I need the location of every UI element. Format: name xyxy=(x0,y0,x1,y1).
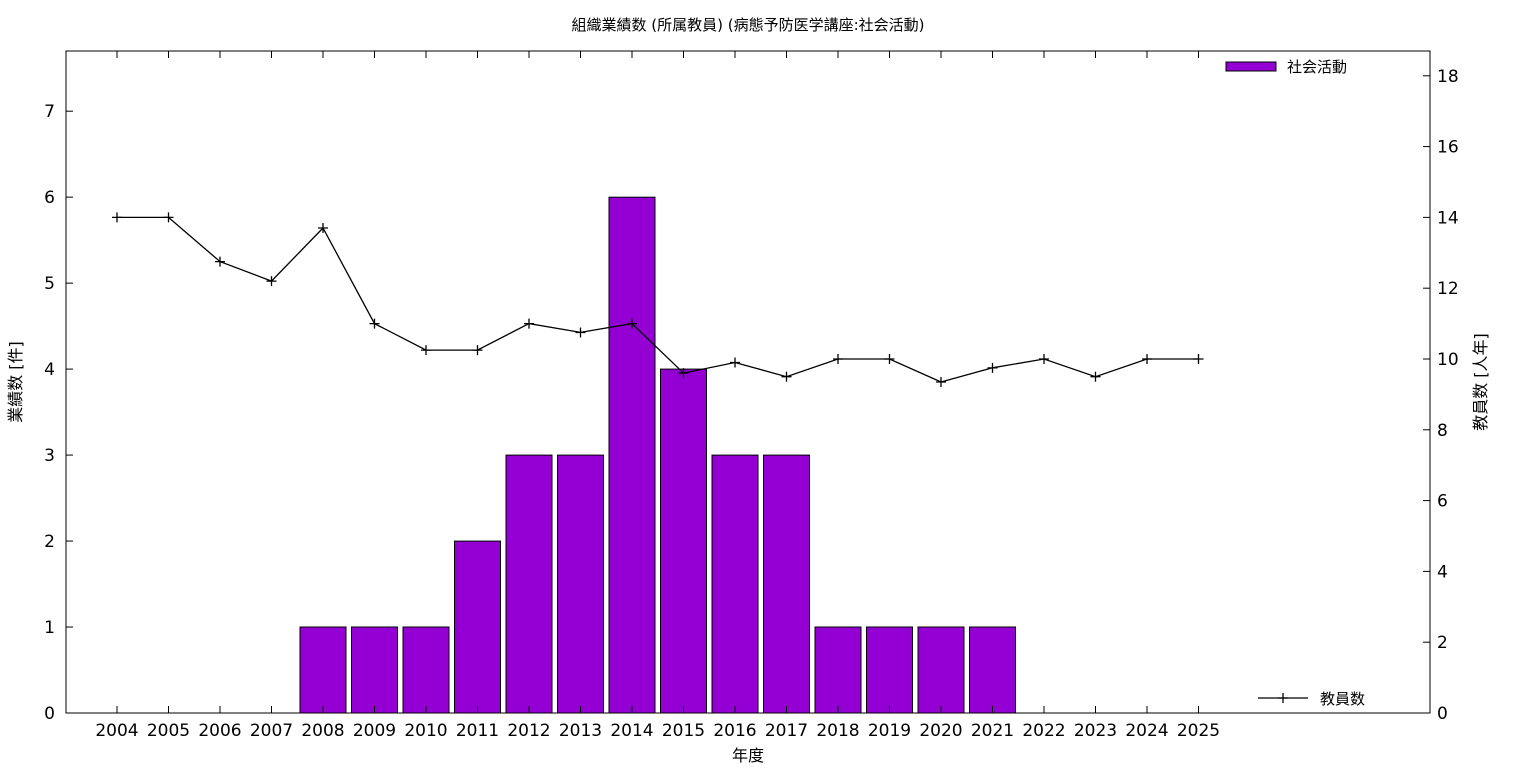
point-2022 xyxy=(1039,353,1049,364)
point-2011 xyxy=(472,345,483,356)
point-2006 xyxy=(215,256,225,267)
y2-tick-label: 16 xyxy=(1437,138,1459,158)
y-tick-label: 6 xyxy=(44,188,55,208)
y2-tick-label: 8 xyxy=(1437,421,1448,441)
point-2021 xyxy=(987,362,998,373)
x-tick-label: 2004 xyxy=(95,721,138,741)
x-tick-label: 2024 xyxy=(1125,721,1168,741)
y2-tick-label: 6 xyxy=(1437,492,1448,512)
bar-2010 xyxy=(402,626,450,714)
x-tick-label: 2015 xyxy=(662,721,705,741)
legend-bar-swatch xyxy=(1225,61,1277,72)
plot-border xyxy=(65,50,1431,714)
y2-tick-label: 12 xyxy=(1437,279,1459,299)
y-tick-label: 0 xyxy=(44,704,55,724)
chart-title: 組織業績数 (所属教員) (病態予防医学講座:社会活動) xyxy=(571,16,924,34)
bar-2016 xyxy=(711,454,759,714)
point-2008 xyxy=(318,223,328,234)
x-tick-label: 2016 xyxy=(713,721,756,741)
x-tick-label: 2005 xyxy=(147,721,190,741)
point-2005 xyxy=(163,212,174,223)
y2-tick-label: 18 xyxy=(1437,67,1459,87)
y-axis-label: 業績数 [件] xyxy=(6,341,25,423)
bar-2017 xyxy=(763,454,810,714)
legend-line-marker xyxy=(1278,693,1288,703)
x-tick-label: 2020 xyxy=(919,721,962,741)
x-tick-label: 2025 xyxy=(1177,721,1220,741)
x-tick-label: 2011 xyxy=(456,721,499,741)
x-tick-label: 2023 xyxy=(1074,721,1117,741)
point-2017 xyxy=(781,371,792,382)
bar-2011 xyxy=(454,540,501,714)
bar-2019 xyxy=(866,626,913,714)
x-tick-label: 2018 xyxy=(816,721,859,741)
point-2009 xyxy=(369,318,380,329)
bar-2021 xyxy=(969,626,1016,714)
point-2013 xyxy=(575,327,586,338)
point-2007 xyxy=(266,276,277,287)
point-2025 xyxy=(1193,353,1204,364)
y2-tick-label: 2 xyxy=(1437,633,1448,653)
bar-2014 xyxy=(608,196,656,714)
point-2015 xyxy=(678,368,689,379)
x-tick-label: 2006 xyxy=(198,721,241,741)
line-series-teachers xyxy=(117,216,1199,383)
x-tick-label: 2022 xyxy=(1022,721,1065,741)
x-tick-label: 2021 xyxy=(971,721,1014,741)
x-tick-label: 2012 xyxy=(507,721,550,741)
bar-2020 xyxy=(917,626,965,714)
y2-tick-label: 14 xyxy=(1437,208,1459,228)
y-tick-label: 2 xyxy=(44,532,55,552)
y-tick-label: 7 xyxy=(44,102,55,122)
point-2024 xyxy=(1142,353,1152,364)
point-2016 xyxy=(730,357,740,368)
bar-2015 xyxy=(660,368,707,714)
point-2018 xyxy=(833,353,843,364)
x-tick-label: 2010 xyxy=(404,721,447,741)
bar-2009 xyxy=(351,626,398,714)
x-tick-label: 2008 xyxy=(301,721,344,741)
x-tick-label: 2007 xyxy=(250,721,293,741)
bars-layer xyxy=(299,196,1016,714)
bar-2008 xyxy=(299,626,347,714)
line-layer xyxy=(112,212,1204,387)
y2-axis-label: 教員数 [人年] xyxy=(1471,333,1490,431)
x-tick-label: 2019 xyxy=(868,721,911,741)
y-tick-label: 1 xyxy=(44,618,55,638)
x-tick-label: 2009 xyxy=(353,721,396,741)
x-tick-label: 2014 xyxy=(610,721,653,741)
legend-bar-label: 社会活動 xyxy=(1287,58,1347,76)
x-tick-label: 2017 xyxy=(765,721,808,741)
point-2010 xyxy=(421,345,431,356)
legend-line-label: 教員数 xyxy=(1320,690,1365,708)
bar-2012 xyxy=(505,454,553,714)
point-2012 xyxy=(524,318,534,329)
y2-tick-label: 0 xyxy=(1437,704,1448,724)
point-2020 xyxy=(936,377,946,387)
y-tick-label: 5 xyxy=(44,274,55,294)
x-tick-label: 2013 xyxy=(559,721,602,741)
point-2004 xyxy=(112,212,122,223)
y2-tick-label: 10 xyxy=(1437,350,1459,370)
point-2019 xyxy=(884,353,895,364)
bar-2018 xyxy=(814,626,862,714)
y-tick-label: 3 xyxy=(44,446,55,466)
bar-2013 xyxy=(557,454,604,714)
y-tick-label: 4 xyxy=(44,360,55,380)
y2-tick-label: 4 xyxy=(1437,562,1448,582)
x-axis-label: 年度 xyxy=(732,746,764,765)
point-2023 xyxy=(1090,371,1101,382)
point-2014 xyxy=(627,318,637,329)
